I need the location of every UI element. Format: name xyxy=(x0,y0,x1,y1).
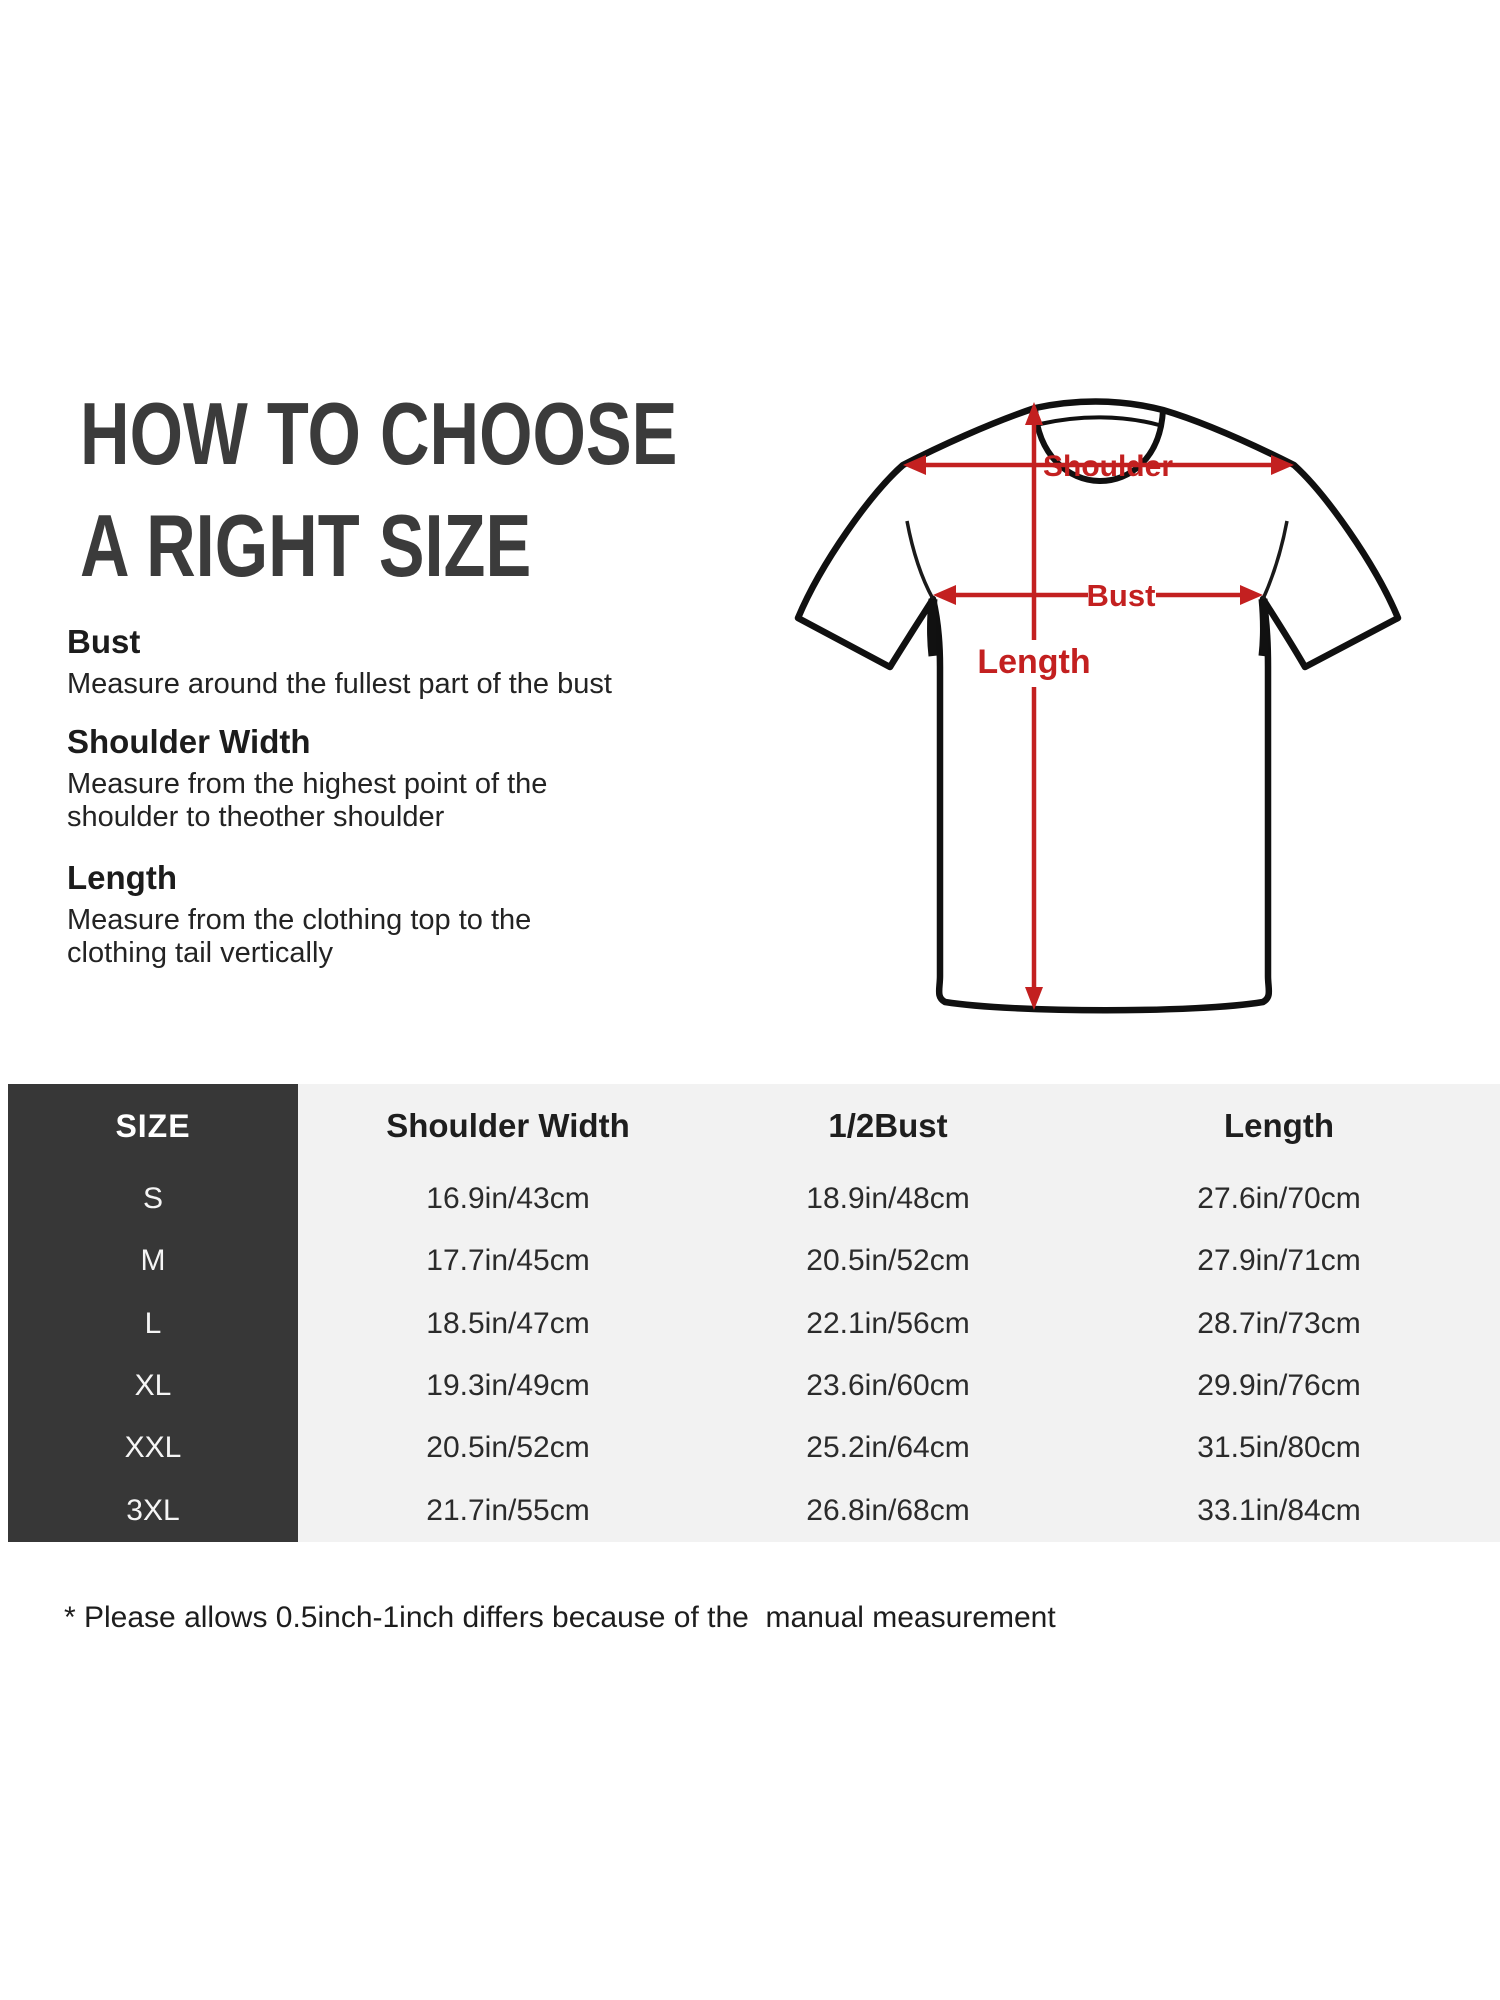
shoulder-arrowhead-left xyxy=(903,455,926,475)
instruction-line: Measure from the highest point of the xyxy=(67,768,548,800)
measuring-instructions: Bust Measure around the fullest part of … xyxy=(67,622,667,970)
table-cell-bust: 20.5in/52cm xyxy=(806,1244,970,1278)
instruction-line: shoulder to theother shoulder xyxy=(67,801,445,833)
table-cell-shoulder: 16.9in/43cm xyxy=(426,1182,590,1216)
instruction-line: Measure around the fullest part of the b… xyxy=(67,668,612,700)
left-sleeve-seam xyxy=(905,520,935,600)
table-cell-length: 29.9in/76cm xyxy=(1197,1369,1361,1403)
size-table-header-shoulder-width: Shoulder Width xyxy=(386,1107,630,1144)
table-cell-length: 33.1in/84cm xyxy=(1197,1493,1361,1527)
page-title-line1: HOW TO CHOOSE xyxy=(80,384,678,483)
page-title: HOW TO CHOOSE A RIGHT SIZE xyxy=(80,378,677,602)
shoulder-arrowhead-right xyxy=(1271,455,1294,475)
length-arrowhead-top xyxy=(1025,402,1043,425)
table-row-size: 3XL xyxy=(8,1479,298,1542)
tshirt-measurement-diagram: Shoulder Bust Length xyxy=(794,398,1402,1014)
instruction-title-shoulder-width: Shoulder Width xyxy=(67,723,311,760)
page-title-line2: A RIGHT SIZE xyxy=(80,496,532,595)
table-cell-bust: 23.6in/60cm xyxy=(806,1369,970,1403)
table-row-size: XXL xyxy=(8,1417,298,1480)
table-cell-shoulder: 21.7in/55cm xyxy=(426,1493,590,1527)
table-cell-shoulder: 18.5in/47cm xyxy=(426,1306,590,1340)
right-armpit-shading xyxy=(1258,598,1269,657)
table-cell-shoulder: 20.5in/52cm xyxy=(426,1431,590,1465)
table-cell-length: 27.6in/70cm xyxy=(1197,1182,1361,1216)
size-table: SIZE Shoulder Width 1/2Bust Length S 16.… xyxy=(8,1084,1500,1542)
size-table-header-half-bust: 1/2Bust xyxy=(828,1107,948,1144)
instruction-text-length: Measure from the clothing top to the clo… xyxy=(67,904,667,970)
length-arrowhead-bottom xyxy=(1025,987,1043,1010)
table-cell-bust: 25.2in/64cm xyxy=(806,1431,970,1465)
instruction-text-bust: Measure around the fullest part of the b… xyxy=(67,668,667,701)
instruction-title-bust: Bust xyxy=(67,623,141,660)
neckband-seam xyxy=(1039,415,1160,427)
table-cell-length: 31.5in/80cm xyxy=(1197,1431,1361,1465)
bust-arrowhead-right xyxy=(1240,585,1263,605)
table-row-size: M xyxy=(8,1230,298,1293)
size-table-header-length: Length xyxy=(1224,1107,1334,1144)
size-table-header-size: SIZE xyxy=(8,1084,298,1168)
table-cell-shoulder: 17.7in/45cm xyxy=(426,1244,590,1278)
instruction-line: clothing tail vertically xyxy=(67,937,333,969)
table-cell-bust: 26.8in/68cm xyxy=(806,1493,970,1527)
arrowheads xyxy=(903,402,1294,1010)
table-cell-length: 28.7in/73cm xyxy=(1197,1306,1361,1340)
neckline-inner-curve xyxy=(1032,407,1166,484)
table-cell-shoulder: 19.3in/49cm xyxy=(426,1369,590,1403)
instruction-line: Measure from the clothing top to the xyxy=(67,904,532,936)
tshirt-outline xyxy=(794,398,1402,1014)
bust-measure-label: Bust xyxy=(1087,578,1156,613)
instruction-title-length: Length xyxy=(67,859,177,896)
bust-arrowhead-left xyxy=(933,585,956,605)
table-row-size: L xyxy=(8,1292,298,1355)
right-sleeve-seam xyxy=(1261,520,1289,600)
measurement-disclaimer: * Please allows 0.5inch-1inch differs be… xyxy=(64,1601,1056,1634)
table-cell-bust: 22.1in/56cm xyxy=(806,1306,970,1340)
left-armpit-shading xyxy=(927,598,938,657)
length-measure-label: Length xyxy=(977,643,1090,681)
shoulder-measure-label: Shoulder xyxy=(1043,450,1173,483)
table-row-size: XL xyxy=(8,1354,298,1418)
table-row-size: S xyxy=(8,1168,298,1231)
measurement-arrows xyxy=(910,414,1287,1000)
table-cell-bust: 18.9in/48cm xyxy=(806,1182,970,1216)
instruction-text-shoulder-width: Measure from the highest point of the sh… xyxy=(67,768,667,834)
table-cell-length: 27.9in/71cm xyxy=(1197,1244,1361,1278)
